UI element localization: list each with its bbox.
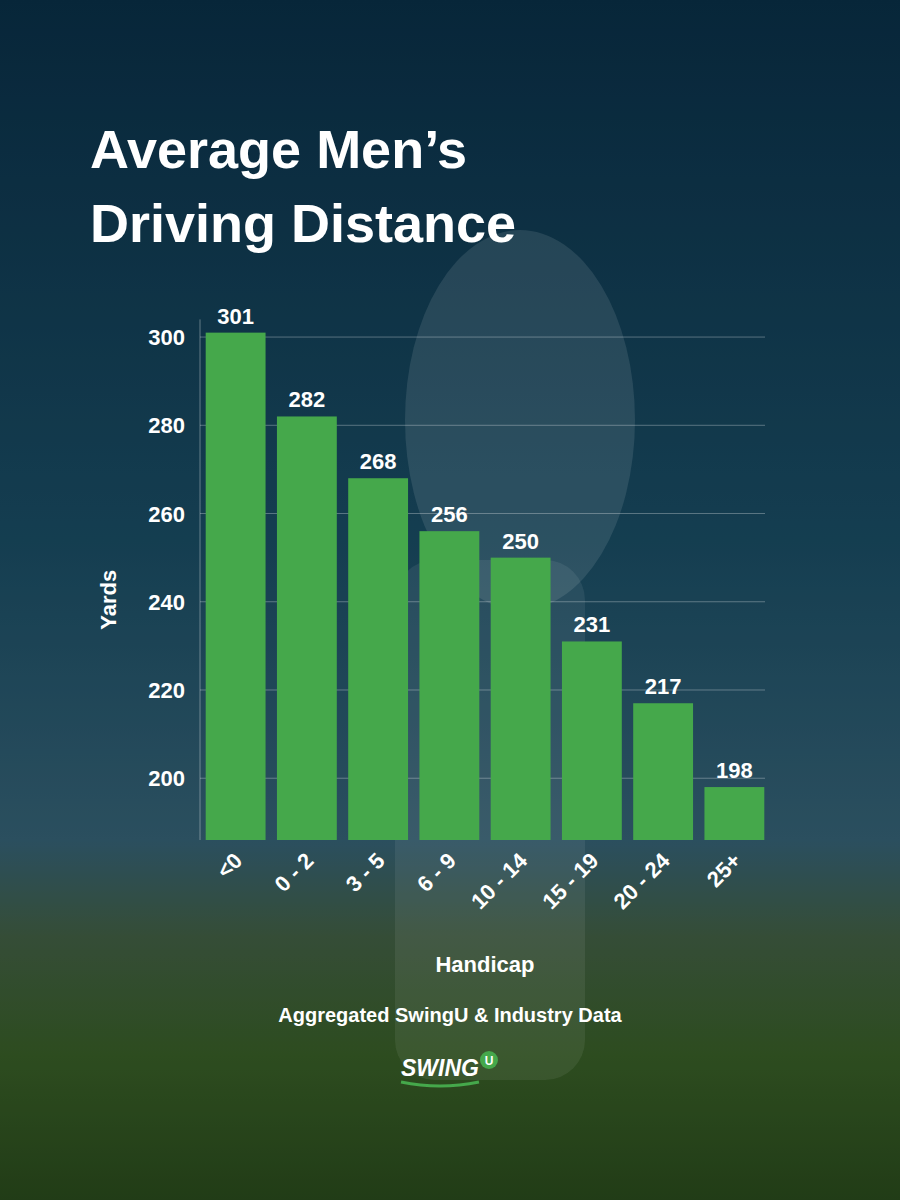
grid-line xyxy=(200,337,765,338)
x-tick-label: 10 - 14 xyxy=(466,847,533,914)
logo-mark-text: U xyxy=(485,1054,494,1068)
data-label: 198 xyxy=(716,758,753,783)
y-tick-label: 220 xyxy=(148,678,185,703)
background xyxy=(0,0,900,1200)
x-tick-label: 3 - 5 xyxy=(341,848,390,897)
y-axis-line xyxy=(200,319,201,840)
data-label: 231 xyxy=(574,612,611,637)
bar xyxy=(491,558,551,840)
y-axis-title: Yards xyxy=(96,570,121,630)
y-tick-label: 280 xyxy=(148,413,185,438)
chart-root: Average Men’s Driving Distance 200 220 240 2… xyxy=(0,0,900,1200)
background-overlay xyxy=(0,0,900,1200)
bar xyxy=(277,416,337,840)
data-label: 217 xyxy=(645,674,682,699)
y-tick-label: 300 xyxy=(148,325,185,350)
x-tick-label: 20 - 24 xyxy=(609,847,676,914)
data-label: 301 xyxy=(217,304,254,329)
bar xyxy=(562,641,622,840)
logo-mark xyxy=(480,1051,498,1069)
bar xyxy=(419,531,479,840)
x-tick-label: 15 - 19 xyxy=(537,848,603,914)
x-axis-title: Handicap xyxy=(435,952,534,977)
x-tick-label: 0 - 2 xyxy=(270,848,319,897)
data-label: 256 xyxy=(431,502,468,527)
y-tick-label: 240 xyxy=(148,590,185,615)
data-label: 268 xyxy=(360,449,397,474)
bar xyxy=(704,787,764,840)
data-label: 250 xyxy=(502,529,539,554)
data-label: 282 xyxy=(289,387,326,412)
x-tick-label: 25+ xyxy=(702,848,746,892)
bars xyxy=(206,333,765,840)
title-line: Average Men’s xyxy=(90,119,482,179)
title-line: Driving Distance xyxy=(90,193,516,253)
y-tick-label: 260 xyxy=(148,502,185,527)
bar xyxy=(633,703,693,840)
logo-swoosh xyxy=(401,1082,479,1086)
logo-text: SWING xyxy=(401,1055,479,1081)
y-tick-label: 200 xyxy=(148,766,185,791)
title: Average Men’s Driving Distance xyxy=(90,119,516,253)
x-tick-label: 6 - 9 xyxy=(412,848,461,897)
source: Aggregated SwingU & Industry Data xyxy=(278,1004,622,1026)
bar xyxy=(348,478,408,840)
x-tick-label: <0 xyxy=(212,848,247,883)
bar xyxy=(206,333,266,840)
